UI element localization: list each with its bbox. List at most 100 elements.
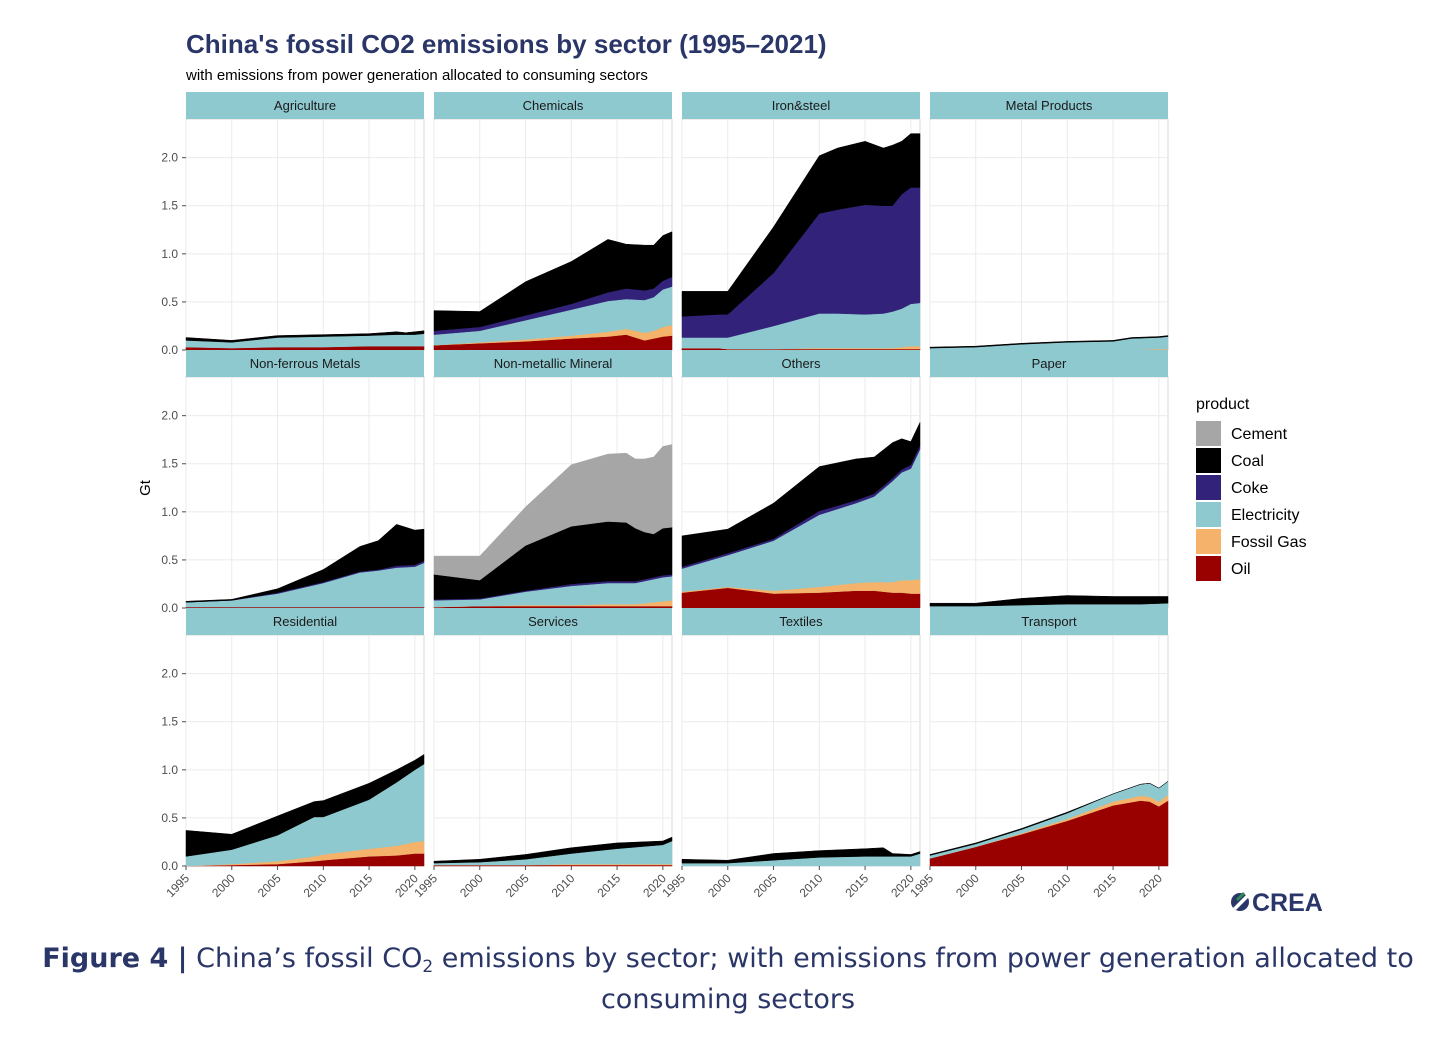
- legend-swatch: [1196, 502, 1221, 527]
- facet-strip: [186, 92, 424, 119]
- crea-logo: CREA: [1231, 889, 1323, 917]
- legend-item-oil: Oil: [1196, 556, 1251, 581]
- legend-title: product: [1196, 396, 1250, 413]
- facet-strip-label: Others: [781, 356, 821, 371]
- area-coal: [681, 133, 921, 317]
- area-coal: [185, 753, 425, 857]
- y-axis-label: Gt: [137, 479, 154, 496]
- legend-label: Coal: [1231, 453, 1264, 470]
- gridlines: [929, 120, 1168, 351]
- facet-strip: [434, 608, 672, 635]
- area-coal: [185, 330, 425, 343]
- y-tick-label: 0.0: [161, 601, 178, 615]
- facet-paper: Paper: [929, 350, 1169, 609]
- y-tick-label: 2.0: [161, 151, 178, 165]
- caption-text-a: China’s fossil CO: [196, 943, 423, 974]
- y-tick-label: 1.0: [161, 505, 178, 519]
- facet-strip: [434, 350, 672, 377]
- legend-swatch: [1196, 529, 1221, 554]
- legend-item-coke: Coke: [1196, 475, 1268, 500]
- facet-strip-label: Agriculture: [274, 98, 336, 113]
- y-tick-label: 0.0: [161, 343, 178, 357]
- area-coal: [681, 847, 921, 864]
- caption-text-b: emissions by sector; with emissions from…: [433, 943, 1414, 1015]
- facet-strip-label: Iron&steel: [772, 98, 831, 113]
- gridlines: [433, 636, 672, 867]
- x-tick-label: 2015: [1090, 871, 1119, 900]
- facet-strip: [186, 608, 424, 635]
- facet-strip: [186, 350, 424, 377]
- x-tick-label: 2005: [751, 871, 780, 900]
- facet-strip: [682, 608, 920, 635]
- panel-background: [929, 118, 1169, 351]
- area-coal: [433, 231, 673, 332]
- x-tick-label: 2000: [209, 871, 238, 900]
- facet-strip-label: Transport: [1021, 614, 1077, 629]
- facet-strip-label: Services: [528, 614, 578, 629]
- x-tick-label: 1995: [163, 871, 192, 900]
- legend-item-cement: Cement: [1196, 421, 1288, 446]
- facet-strip: [434, 92, 672, 119]
- crea-logo-text: CREA: [1252, 889, 1323, 917]
- area-coal: [433, 836, 673, 864]
- x-tick-label: 2005: [255, 871, 284, 900]
- y-tick-label: 1.5: [161, 457, 178, 471]
- y-tick-label: 0.5: [161, 811, 178, 825]
- caption-subscript: 2: [422, 957, 434, 977]
- legend-item-fossil-gas: Fossil Gas: [1196, 529, 1307, 554]
- facet-others: Others: [681, 350, 921, 609]
- facet-agriculture: Agriculture 0.0 0.5 1.0 1.5 2.0: [161, 92, 425, 357]
- area-coal: [681, 422, 921, 567]
- legend-label: Cement: [1231, 426, 1288, 443]
- x-tick-label: 2010: [797, 871, 826, 900]
- legend-swatch: [1196, 475, 1221, 500]
- gridlines: [681, 636, 920, 867]
- panel-background: [681, 634, 921, 867]
- x-tick-label: 2010: [549, 871, 578, 900]
- y-tick-label: 0.5: [161, 295, 178, 309]
- legend-item-coal: Coal: [1196, 448, 1264, 473]
- y-tick-label: 2.0: [161, 667, 178, 681]
- facet-strip: [682, 350, 920, 377]
- legend-label: Fossil Gas: [1231, 534, 1307, 551]
- x-tick-label: 2010: [1045, 871, 1074, 900]
- facet-strip-label: Textiles: [779, 614, 823, 629]
- y-tick-label: 1.5: [161, 715, 178, 729]
- x-tick-label: 2010: [301, 871, 330, 900]
- facet-iron-steel: Iron&steel: [681, 92, 921, 351]
- facet-strip-label: Metal Products: [1006, 98, 1093, 113]
- area-coal: [929, 335, 1169, 349]
- legend-swatch: [1196, 448, 1221, 473]
- legend-item-electricity: Electricity: [1196, 502, 1299, 527]
- facet-strip: [930, 92, 1168, 119]
- facet-non-ferrous-metals: Non-ferrous Metals 0.0 0.5 1.0 1.5 2.0: [161, 350, 425, 615]
- x-tick-label: 1995: [907, 871, 936, 900]
- caption-label: Figure 4 |: [42, 943, 188, 974]
- x-tick-label: 1995: [411, 871, 440, 900]
- legend-swatch: [1196, 556, 1221, 581]
- gridlines: [185, 120, 424, 351]
- facet-panels: Agriculture 0.0 0.5 1.0 1.5 2.0 Chemicals Iron&…: [161, 92, 1169, 900]
- crea-leaf-icon: [1231, 892, 1249, 911]
- x-tick-label: 2000: [457, 871, 486, 900]
- facet-strip: [930, 350, 1168, 377]
- figure-caption: Figure 4 | China’s fossil CO2 emissions …: [40, 938, 1416, 1020]
- panel-background: [929, 376, 1169, 609]
- x-tick-label: 2000: [705, 871, 734, 900]
- facet-residential: Residential 0.0 0.5 1.0 1.5 2.0 1995 2000 2005 20…: [161, 608, 425, 900]
- y-tick-label: 1.5: [161, 199, 178, 213]
- facet-chemicals: Chemicals: [433, 92, 673, 351]
- area-coal: [185, 524, 425, 603]
- legend-label: Oil: [1231, 561, 1251, 578]
- legend: product Cement Coal Coke Electricity Fossil G…: [1196, 396, 1307, 581]
- facet-strip-label: Paper: [1032, 356, 1067, 371]
- facet-non-metallic-mineral: Non-metallic Mineral: [433, 350, 673, 609]
- facet-strip: [682, 92, 920, 119]
- chart-title: China's fossil CO2 emissions by sector (…: [186, 29, 827, 59]
- legend-swatch: [1196, 421, 1221, 446]
- faceted-area-chart: China's fossil CO2 emissions by sector (…: [137, 29, 1323, 917]
- y-tick-label: 0.0: [161, 859, 178, 873]
- facet-strip-label: Residential: [273, 614, 337, 629]
